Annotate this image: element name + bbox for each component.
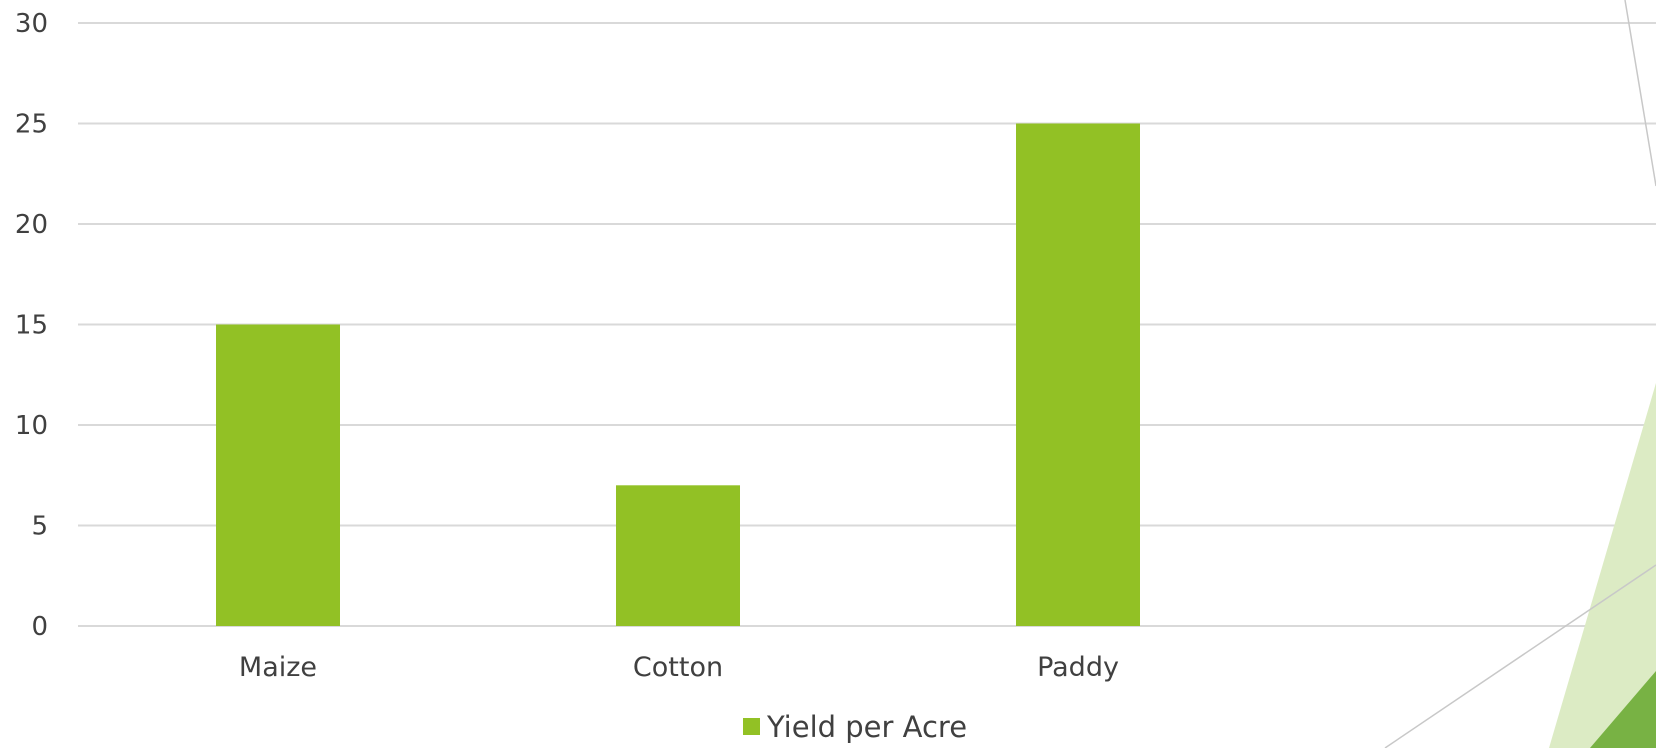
decoration <box>1384 0 1656 748</box>
legend-label: Yield per Acre <box>766 710 967 744</box>
x-tick-label: Paddy <box>1037 652 1119 683</box>
bar-maize <box>216 324 340 626</box>
x-tick-label: Cotton <box>633 652 723 683</box>
legend-swatch <box>743 718 760 735</box>
plot-area <box>78 22 1656 627</box>
y-tick-label: 0 <box>31 612 48 642</box>
decor-line-bottom <box>1384 564 1656 748</box>
bar-cotton <box>616 485 740 626</box>
y-axis: 0 5 10 15 20 25 30 <box>15 9 48 642</box>
x-axis: Maize Cotton Paddy <box>239 652 1119 683</box>
gridlines <box>78 22 1656 627</box>
legend: Yield per Acre <box>743 710 967 744</box>
y-tick-label: 10 <box>15 411 48 441</box>
y-tick-label: 25 <box>15 110 48 140</box>
y-tick-label: 20 <box>15 210 48 240</box>
decor-dark-triangle <box>1590 671 1656 748</box>
decor-line-top <box>1624 0 1656 187</box>
bar-paddy <box>1016 123 1140 626</box>
y-tick-label: 5 <box>31 512 48 542</box>
y-tick-label: 30 <box>15 9 48 39</box>
decor-light-triangle <box>1549 383 1656 748</box>
bars <box>216 123 1140 626</box>
y-tick-label: 15 <box>15 311 48 341</box>
x-tick-label: Maize <box>239 652 317 683</box>
